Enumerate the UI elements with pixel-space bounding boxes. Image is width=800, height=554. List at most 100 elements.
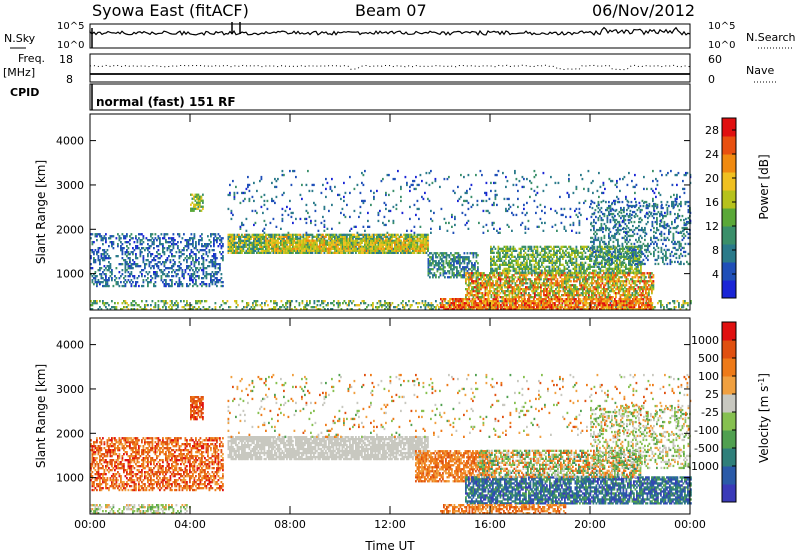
scatter-cell bbox=[127, 263, 130, 266]
scatter-cell bbox=[222, 300, 224, 303]
scatter-cell bbox=[362, 251, 365, 254]
scatter-cell bbox=[450, 258, 452, 261]
scatter-cell bbox=[519, 290, 521, 293]
scatter-cell bbox=[463, 252, 466, 255]
scatter-cell bbox=[567, 308, 570, 311]
scatter-cell bbox=[157, 300, 160, 303]
scatter-cell bbox=[553, 294, 556, 297]
scatter-cell bbox=[436, 252, 439, 255]
scatter-cell bbox=[346, 233, 348, 236]
scatter-cell bbox=[416, 245, 419, 248]
scatter-cell bbox=[189, 275, 191, 278]
scatter-cell bbox=[555, 272, 557, 275]
scatter-cell bbox=[103, 259, 106, 262]
scatter-cell bbox=[403, 308, 406, 311]
scatter-cell bbox=[468, 306, 471, 309]
scatter-cell bbox=[142, 255, 145, 258]
scatter-cell bbox=[412, 251, 414, 254]
scatter-cell bbox=[519, 274, 521, 277]
scatter-cell bbox=[166, 302, 169, 305]
scatter-cell bbox=[190, 275, 193, 278]
scatter-cell bbox=[301, 302, 304, 305]
scatter-cell bbox=[230, 241, 233, 244]
scatter-cell bbox=[290, 249, 293, 252]
scatter-cell bbox=[124, 259, 127, 262]
scatter-cell bbox=[576, 294, 578, 297]
scatter-cell bbox=[304, 251, 306, 254]
scatter-cell bbox=[109, 235, 112, 238]
scatter-cell bbox=[453, 256, 455, 259]
scatter-cell bbox=[514, 290, 517, 293]
scatter-cell bbox=[491, 300, 493, 303]
scatter-cell bbox=[284, 247, 287, 250]
scatter-cell bbox=[650, 308, 652, 311]
scatter-cell bbox=[246, 306, 248, 309]
scatter-cell bbox=[532, 286, 535, 289]
scatter-cell bbox=[259, 235, 261, 238]
scatter-cell bbox=[253, 239, 255, 242]
scatter-cell bbox=[108, 245, 110, 248]
scatter-cell bbox=[462, 276, 464, 279]
scatter-cell bbox=[190, 273, 193, 276]
scatter-cell bbox=[561, 278, 563, 281]
scatter-cell bbox=[292, 249, 294, 252]
scatter-cell bbox=[466, 290, 469, 293]
scatter-cell bbox=[265, 235, 267, 238]
scatter-cell bbox=[533, 300, 535, 303]
scatter-cell bbox=[650, 304, 652, 307]
scatter-cell bbox=[236, 251, 239, 254]
scatter-cell bbox=[367, 249, 369, 252]
scatter-cell bbox=[305, 235, 308, 238]
scatter-cell bbox=[513, 278, 515, 281]
scatter-cell bbox=[325, 304, 328, 307]
scatter-cell bbox=[163, 279, 166, 282]
scatter-cell bbox=[90, 255, 92, 258]
scatter-cell bbox=[121, 308, 124, 311]
scatter-cell bbox=[410, 235, 413, 238]
scatter-cell bbox=[313, 300, 316, 303]
scatter-cell bbox=[457, 260, 460, 263]
scatter-cell bbox=[347, 251, 350, 254]
scatter-cell bbox=[432, 304, 434, 307]
scatter-cell bbox=[391, 241, 393, 244]
scatter-cell bbox=[503, 300, 505, 303]
scatter-cell bbox=[528, 304, 531, 307]
scatter-cell bbox=[177, 306, 179, 309]
scatter-cell bbox=[93, 302, 95, 305]
scatter-cell bbox=[469, 274, 472, 277]
scatter-cell bbox=[317, 233, 320, 236]
scatter-cell bbox=[600, 298, 603, 301]
scatter-cell bbox=[588, 308, 591, 311]
scatter-cell bbox=[534, 274, 536, 277]
scatter-cell bbox=[195, 245, 197, 248]
scatter-cell bbox=[259, 237, 261, 240]
scatter-cell bbox=[138, 304, 140, 307]
scatter-cell bbox=[492, 308, 495, 311]
scatter-cell bbox=[620, 306, 622, 309]
scatter-cell bbox=[463, 262, 466, 265]
scatter-cell bbox=[632, 308, 634, 311]
scatter-cell bbox=[181, 271, 184, 274]
scatter-cell bbox=[413, 245, 416, 248]
scatter-cell bbox=[552, 302, 555, 305]
scatter-cell bbox=[304, 241, 306, 244]
scatter-cell bbox=[326, 249, 329, 252]
scatter-cell bbox=[629, 308, 631, 311]
scatter-cell bbox=[129, 261, 131, 264]
scatter-cell bbox=[129, 253, 131, 256]
scatter-cell bbox=[326, 243, 329, 246]
scatter-cell bbox=[507, 294, 509, 297]
scatter-cell bbox=[90, 263, 92, 266]
nsearch-label: N.Search bbox=[746, 31, 796, 44]
scatter-cell bbox=[269, 235, 272, 238]
scatter-cell bbox=[169, 237, 172, 240]
scatter-cell bbox=[344, 247, 347, 250]
scatter-cell bbox=[370, 247, 372, 250]
scatter-cell bbox=[307, 247, 309, 250]
scatter-cell bbox=[187, 243, 190, 246]
scatter-cell bbox=[144, 263, 146, 266]
scatter-cell bbox=[313, 245, 315, 248]
scatter-cell bbox=[208, 261, 211, 264]
scatter-cell bbox=[531, 296, 533, 299]
scatter-cell bbox=[344, 235, 347, 238]
